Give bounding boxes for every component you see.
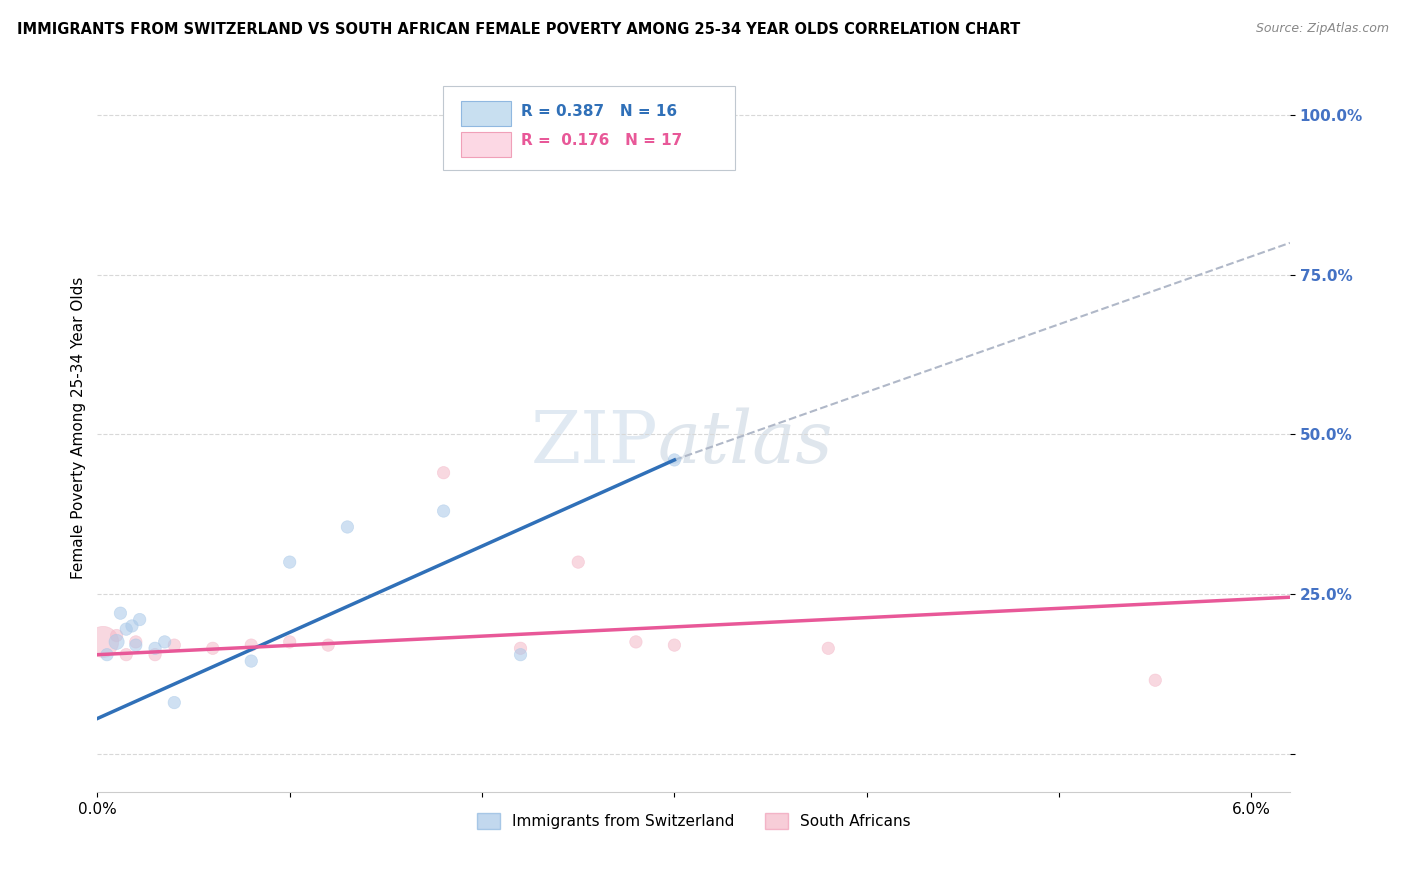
Point xyxy=(567,555,589,569)
Point xyxy=(509,641,531,656)
FancyBboxPatch shape xyxy=(461,132,512,156)
Point xyxy=(316,638,339,652)
Text: R = 0.387   N = 16: R = 0.387 N = 16 xyxy=(520,103,676,119)
Text: ZIP: ZIP xyxy=(530,408,658,478)
Point xyxy=(240,654,263,668)
Point xyxy=(128,613,150,627)
Point xyxy=(278,635,301,649)
Point xyxy=(121,619,143,633)
Legend: Immigrants from Switzerland, South Africans: Immigrants from Switzerland, South Afric… xyxy=(471,807,917,835)
Point xyxy=(143,648,166,662)
Point xyxy=(432,466,454,480)
Point xyxy=(664,638,686,652)
Point xyxy=(163,696,186,710)
Point xyxy=(336,520,359,534)
Point xyxy=(125,635,148,649)
Point xyxy=(432,504,454,518)
Point xyxy=(509,648,531,662)
Point xyxy=(110,606,132,620)
Point xyxy=(105,635,128,649)
Point xyxy=(143,641,166,656)
Point xyxy=(105,628,128,642)
Point xyxy=(115,648,138,662)
FancyBboxPatch shape xyxy=(443,86,735,169)
Text: R =  0.176   N = 17: R = 0.176 N = 17 xyxy=(520,133,682,148)
Point xyxy=(163,638,186,652)
Point xyxy=(817,641,839,656)
Point xyxy=(153,635,176,649)
Point xyxy=(91,635,114,649)
FancyBboxPatch shape xyxy=(461,101,512,126)
Point xyxy=(624,635,647,649)
Point xyxy=(664,453,686,467)
Point xyxy=(664,112,686,126)
Text: Source: ZipAtlas.com: Source: ZipAtlas.com xyxy=(1256,22,1389,36)
Y-axis label: Female Poverty Among 25-34 Year Olds: Female Poverty Among 25-34 Year Olds xyxy=(72,277,86,579)
Text: atlas: atlas xyxy=(658,408,834,478)
Point xyxy=(278,555,301,569)
Point xyxy=(115,622,138,636)
Text: IMMIGRANTS FROM SWITZERLAND VS SOUTH AFRICAN FEMALE POVERTY AMONG 25-34 YEAR OLD: IMMIGRANTS FROM SWITZERLAND VS SOUTH AFR… xyxy=(17,22,1021,37)
Point xyxy=(125,638,148,652)
Point xyxy=(96,648,118,662)
Point xyxy=(240,638,263,652)
Point xyxy=(201,641,224,656)
Point xyxy=(1144,673,1167,688)
